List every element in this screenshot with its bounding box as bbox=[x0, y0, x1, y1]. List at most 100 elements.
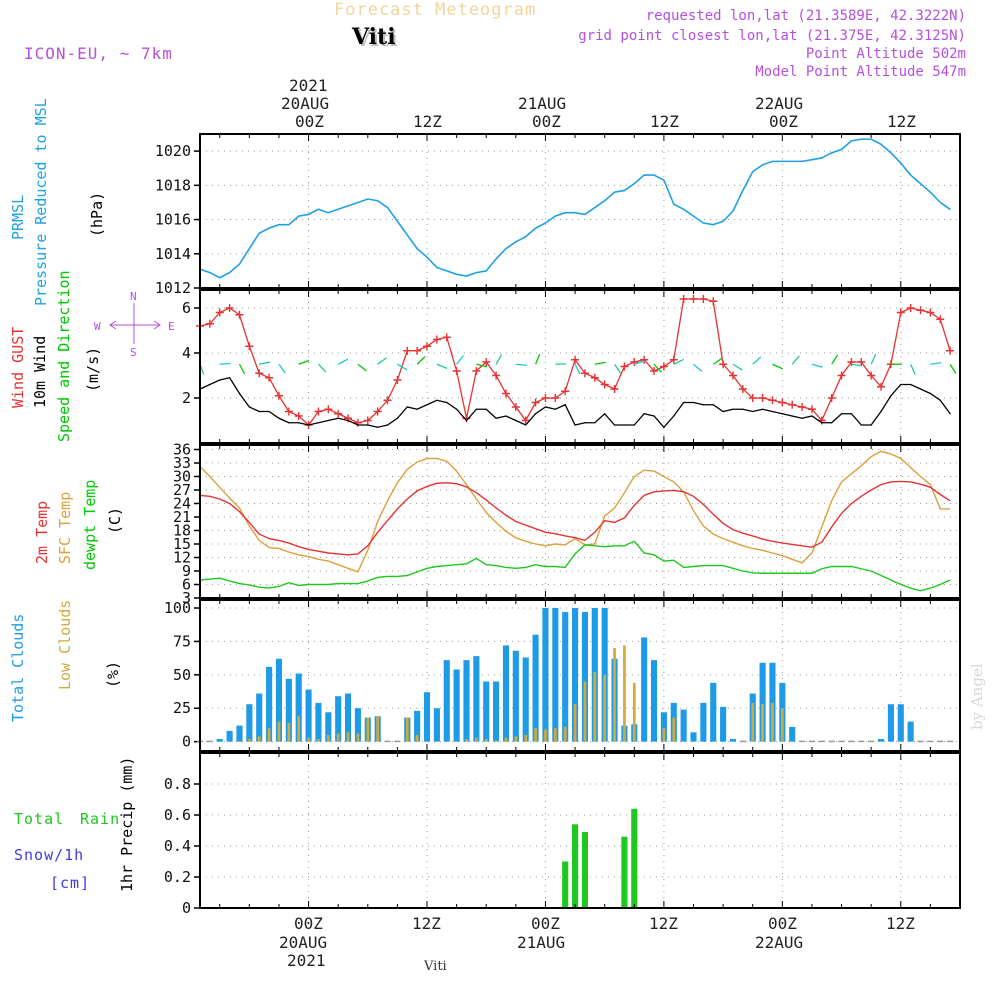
wind-direction-arrow bbox=[910, 363, 916, 375]
dewpt-series bbox=[199, 540, 951, 592]
pressure-point bbox=[663, 179, 665, 181]
wind-point bbox=[900, 383, 902, 386]
wind-direction-arrow bbox=[594, 361, 606, 365]
total-cloud-bar bbox=[256, 693, 263, 742]
gust-point bbox=[393, 376, 402, 384]
gust-point bbox=[748, 394, 757, 402]
wind-direction-arrow bbox=[219, 362, 231, 365]
wind-point bbox=[337, 417, 339, 419]
total-cloud-bar bbox=[542, 608, 549, 742]
total-cloud-bar bbox=[799, 740, 806, 743]
wind-point bbox=[436, 399, 438, 401]
gust-point bbox=[383, 396, 392, 405]
pressure-point bbox=[337, 208, 339, 210]
low-cloud-bar bbox=[267, 728, 271, 742]
gust-point bbox=[531, 398, 540, 407]
top-hour-label: 12Z bbox=[650, 112, 679, 131]
y-tick-label: 1020 bbox=[155, 142, 191, 160]
wind-direction-arrow bbox=[476, 363, 488, 368]
gust-point bbox=[452, 367, 461, 375]
top-year-label: 2021 bbox=[289, 76, 328, 95]
total-cloud-bar bbox=[759, 662, 766, 742]
wind-point bbox=[811, 415, 813, 417]
total-cloud-bar bbox=[206, 740, 213, 743]
pressure-point bbox=[712, 224, 714, 226]
total-cloud-bar bbox=[877, 738, 885, 742]
low-cloud-bar bbox=[504, 737, 508, 742]
wind-point bbox=[692, 401, 695, 404]
wind-point bbox=[495, 417, 497, 419]
pressure-point bbox=[850, 140, 853, 142]
y-tick-label: 0.4 bbox=[164, 837, 191, 855]
total-cloud-bar bbox=[325, 712, 332, 742]
wind-point bbox=[890, 395, 892, 397]
wind-point bbox=[426, 404, 428, 406]
pressure-point bbox=[495, 258, 497, 260]
total-cloud-bar bbox=[305, 689, 312, 742]
total-cloud-bar bbox=[522, 657, 529, 742]
gust-point bbox=[442, 333, 451, 342]
y-tick-label: 0.6 bbox=[164, 806, 191, 824]
gust-point bbox=[630, 358, 639, 366]
wind-point bbox=[584, 422, 586, 424]
wind-direction-arrow bbox=[673, 358, 684, 365]
pressure-point bbox=[278, 224, 280, 226]
total-cloud-bar bbox=[858, 740, 865, 743]
wind-point bbox=[475, 408, 477, 410]
y-tick-label: 1016 bbox=[155, 211, 191, 229]
wind-point bbox=[386, 424, 389, 426]
gust-point bbox=[501, 389, 510, 398]
low-cloud-bar bbox=[593, 672, 597, 742]
model-name: ICON-EU, ~ 7km bbox=[24, 44, 173, 63]
pressure-point bbox=[623, 189, 626, 192]
gust-point bbox=[807, 405, 816, 414]
compass-e: E bbox=[168, 320, 175, 333]
wind-point bbox=[860, 424, 862, 426]
top-hour-label: 12Z bbox=[887, 112, 916, 131]
y-tick-label: 0 bbox=[182, 899, 191, 917]
gust-point bbox=[324, 405, 333, 414]
wind-direction-arrow bbox=[515, 363, 527, 367]
wind-direction-arrow bbox=[693, 363, 703, 372]
pressure-point bbox=[515, 241, 517, 243]
gust-point bbox=[877, 382, 886, 391]
wind-point bbox=[544, 406, 547, 408]
gust-point bbox=[788, 400, 797, 409]
total-cloud-bar bbox=[236, 725, 243, 742]
wind-point bbox=[367, 424, 369, 426]
total-cloud-bar bbox=[414, 710, 421, 742]
wind-point bbox=[416, 408, 418, 410]
low-cloud-bar bbox=[307, 737, 310, 742]
low-cloud-bar bbox=[494, 740, 498, 742]
wind-direction-arrow bbox=[851, 363, 863, 367]
gust-point bbox=[620, 362, 629, 371]
panel-frame bbox=[199, 289, 961, 444]
pressure-point bbox=[505, 248, 507, 250]
pressure-point bbox=[722, 220, 724, 222]
wind-point bbox=[347, 419, 349, 422]
low-cloud-bar bbox=[346, 732, 350, 742]
total-cloud-bar bbox=[552, 608, 559, 742]
pressure-point bbox=[781, 160, 783, 162]
top-day-label: 21AUG bbox=[518, 94, 567, 113]
wind-point bbox=[515, 419, 517, 422]
pressure-point bbox=[613, 191, 616, 193]
wind-point bbox=[870, 424, 872, 426]
gust-point bbox=[423, 342, 432, 351]
gust-point bbox=[413, 346, 422, 355]
rain-bar bbox=[581, 832, 588, 908]
low-cloud-bar bbox=[317, 738, 320, 742]
gust-point bbox=[837, 371, 846, 380]
total-cloud-bar bbox=[680, 709, 687, 742]
top-hour-label: 12Z bbox=[413, 112, 442, 131]
bottom-hour-label: 12Z bbox=[649, 914, 678, 933]
rain-bar bbox=[631, 808, 638, 908]
total-cloud-bar bbox=[216, 738, 223, 742]
gust-point bbox=[373, 407, 382, 416]
wind-direction-arrow bbox=[238, 363, 246, 375]
wind-point bbox=[357, 424, 359, 426]
rain-bar bbox=[572, 824, 579, 908]
gust-point bbox=[541, 394, 550, 402]
